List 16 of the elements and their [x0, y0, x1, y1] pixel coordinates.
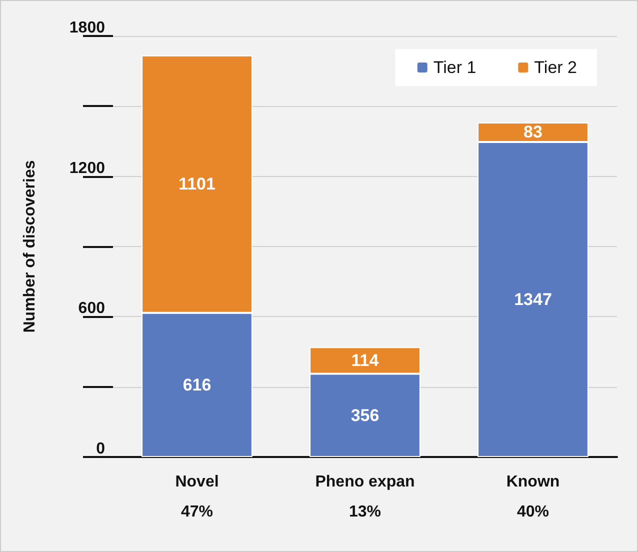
data-label: 1101: [178, 174, 216, 194]
data-label: 83: [524, 122, 542, 142]
data-label: 114: [351, 350, 380, 370]
x-tick-label: Pheno expan 13%: [315, 474, 415, 520]
data-label: 1347: [514, 290, 552, 309]
y-tick-label: 1200: [69, 160, 106, 177]
y-tick-label: 1800: [69, 20, 106, 36]
x-tick-label: Novel 47%: [175, 474, 219, 520]
legend-label: Tier 2: [534, 58, 578, 77]
data-label: 616: [182, 375, 212, 394]
data-label: 356: [350, 406, 380, 425]
x-tick-label: Known 40%: [506, 474, 560, 520]
y-tick-label: 0: [96, 440, 106, 458]
y-tick-label: 600: [78, 300, 106, 318]
y-axis-title: Number of discoveries: [22, 160, 38, 333]
legend-label: Tier 1: [433, 58, 476, 77]
